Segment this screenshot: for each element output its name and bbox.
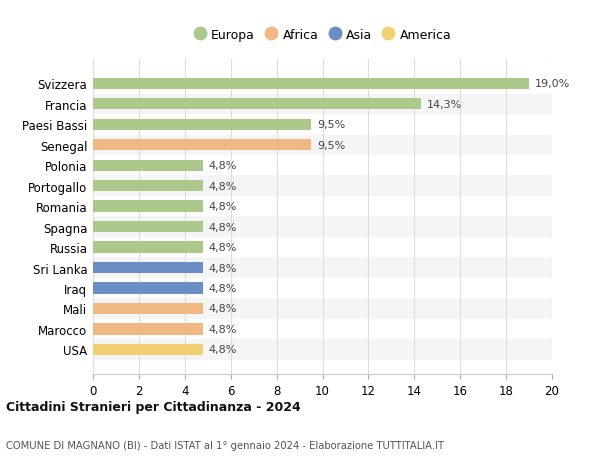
Legend: Europa, Africa, Asia, America: Europa, Africa, Asia, America [190,25,455,45]
Bar [93,257,552,278]
Bar [93,201,203,212]
Text: 4,8%: 4,8% [209,324,237,334]
Bar [93,196,552,217]
Bar [93,95,552,115]
Bar [93,135,552,156]
Text: 4,8%: 4,8% [209,202,237,212]
Bar [93,339,552,360]
Bar [93,278,552,298]
Text: 4,8%: 4,8% [209,181,237,191]
Bar [93,156,552,176]
Text: 4,8%: 4,8% [209,304,237,314]
Bar [93,115,552,135]
Text: 4,8%: 4,8% [209,263,237,273]
Bar [93,222,203,233]
Text: 4,8%: 4,8% [209,242,237,252]
Bar [93,283,203,294]
Text: 4,8%: 4,8% [209,283,237,293]
Bar [93,119,311,131]
Bar [93,319,552,339]
Bar [93,176,552,196]
Bar [93,160,203,172]
Text: 14,3%: 14,3% [427,100,462,110]
Bar [93,298,552,319]
Bar [93,344,203,355]
Bar [93,303,203,314]
Text: 9,5%: 9,5% [317,140,345,151]
Bar [93,78,529,90]
Bar [93,99,421,110]
Text: 19,0%: 19,0% [535,79,570,89]
Bar [93,181,203,192]
Bar [93,74,552,95]
Text: 4,8%: 4,8% [209,222,237,232]
Bar [93,217,552,237]
Text: Cittadini Stranieri per Cittadinanza - 2024: Cittadini Stranieri per Cittadinanza - 2… [6,400,301,413]
Bar [93,262,203,274]
Text: 4,8%: 4,8% [209,345,237,354]
Bar [93,140,311,151]
Text: COMUNE DI MAGNANO (BI) - Dati ISTAT al 1° gennaio 2024 - Elaborazione TUTTITALIA: COMUNE DI MAGNANO (BI) - Dati ISTAT al 1… [6,440,444,450]
Text: 9,5%: 9,5% [317,120,345,130]
Bar [93,242,203,253]
Bar [93,237,552,257]
Text: 4,8%: 4,8% [209,161,237,171]
Bar [93,324,203,335]
